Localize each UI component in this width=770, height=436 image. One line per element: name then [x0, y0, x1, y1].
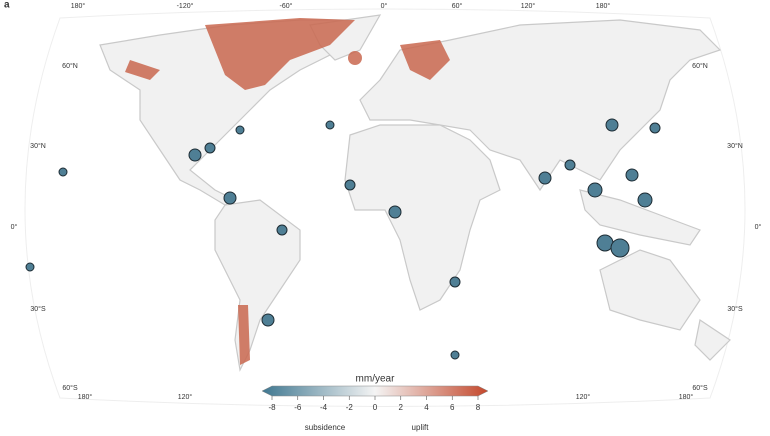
- colorbar-tick-label: 4: [424, 403, 429, 412]
- longitude-label: 120°: [178, 393, 193, 401]
- colorbar-tick-label: 8: [476, 403, 481, 412]
- latitude-label: 0°: [11, 223, 18, 231]
- latitude-label: 30°S: [30, 305, 46, 313]
- longitude-label: 180°: [679, 393, 694, 401]
- colorbar-tick-label: -4: [320, 403, 328, 412]
- low-label: subsidence: [305, 423, 346, 432]
- latitude-label: 0°: [755, 223, 762, 231]
- latitude-label: 60°N: [692, 62, 708, 70]
- longitude-label: 120°: [521, 2, 536, 10]
- colorbar-tick-label: -8: [268, 403, 276, 412]
- colorbar-tick-label: -2: [346, 403, 354, 412]
- latitude-label: 30°N: [30, 142, 46, 150]
- latitude-label: 60°S: [62, 384, 78, 392]
- latitude-label: 30°N: [727, 142, 743, 150]
- high-label: uplift: [412, 423, 430, 432]
- colorbar-title: mm/year: [356, 374, 396, 385]
- longitude-label: 180°: [71, 2, 86, 10]
- latitude-label: 30°S: [727, 305, 743, 313]
- longitude-label: 120°: [576, 393, 591, 401]
- longitude-label: 0°: [381, 2, 388, 10]
- colorbar-tick-label: 6: [450, 403, 455, 412]
- panel-label: a: [4, 0, 10, 11]
- latitude-label: 60°S: [692, 384, 708, 392]
- longitude-label: -60°: [280, 2, 293, 10]
- longitude-label: 180°: [78, 393, 93, 401]
- latitude-label: 60°N: [62, 62, 78, 70]
- colorbar-bar: [261, 385, 489, 397]
- colorbar: mm/year subsidence uplift -8 -6 -4 -2 0 2 4 6 8: [261, 374, 489, 432]
- colorbar-tick-label: 2: [399, 403, 404, 412]
- subsidence-sites: [25, 118, 661, 360]
- land: [99, 14, 731, 372]
- longitude-label: 60°: [452, 2, 463, 10]
- longitude-label: 180°: [596, 2, 611, 10]
- colorbar-tick-label: 0: [373, 403, 378, 412]
- colorbar-tick-label: -6: [294, 403, 302, 412]
- graticule-labels: 180° -120° -60° 0° 60° 120° 180° 180° 120° 120° 18…: [11, 2, 762, 401]
- longitude-label: -120°: [177, 2, 194, 10]
- uplift-regions: [125, 18, 450, 365]
